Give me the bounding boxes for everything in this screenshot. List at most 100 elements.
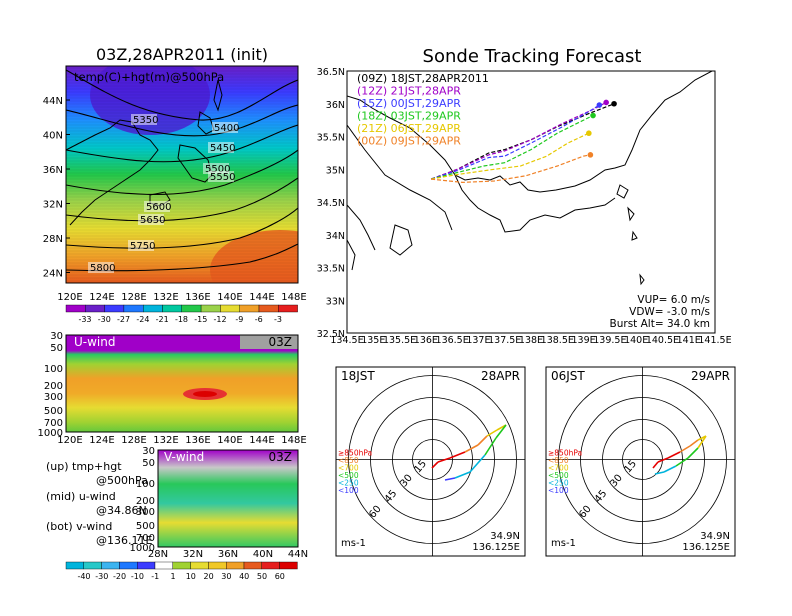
panel-note: (mid) u-wind — [46, 490, 116, 503]
hodograph-segment — [449, 451, 466, 459]
map-lat-label: 28N — [43, 234, 63, 245]
track-lat-label: 34N — [326, 231, 345, 242]
hodograph-segment — [437, 457, 451, 463]
panel-note: (bot) v-wind — [46, 520, 112, 533]
track-lines — [430, 99, 617, 184]
wind-colorbar-swatch — [190, 561, 209, 570]
hodograph-segment — [484, 437, 497, 456]
hodograph-segment — [431, 461, 439, 469]
polar-date: 29APR — [691, 369, 730, 383]
vwind-level-label: 30 — [142, 446, 155, 457]
uwind-time: 03Z — [269, 335, 293, 349]
map-lat-label: 36N — [43, 165, 63, 176]
polar-legend-entry: ≥850hPa — [548, 449, 582, 458]
map-lat-axis: 44N 40N 36N 32N 28N 24N — [43, 96, 70, 280]
vwind-lat-label: 40N — [253, 549, 273, 560]
contour-label: 5350 — [133, 115, 158, 126]
track-burst-point — [586, 130, 592, 137]
vwind-time: 03Z — [269, 450, 293, 464]
track-lon-label: 139E — [572, 335, 596, 346]
wind-colorbar-label: 20 — [204, 572, 214, 581]
wind-colorbar-label: -40 — [77, 572, 90, 581]
uwind-lon-axis: 120E 124E 128E 132E 136E 140E 144E 148E — [57, 435, 306, 446]
colorbar-swatch — [85, 304, 105, 313]
uwind-level-label: 700 — [44, 418, 63, 429]
wind-colorbar-label: 10 — [186, 572, 196, 581]
map-lon-label: 128E — [121, 292, 146, 303]
uwind-level-label: 500 — [44, 406, 63, 417]
track-series-line — [430, 101, 607, 180]
hodograph-segment — [454, 471, 471, 479]
wind-colorbar-swatch — [243, 561, 262, 570]
wind-colorbar-swatch — [261, 561, 280, 570]
colorbar-swatch — [123, 304, 144, 313]
track-series-line — [430, 104, 600, 180]
vwind-level-label: 300 — [136, 507, 155, 518]
uwind-section — [65, 334, 299, 433]
colorbar-swatch — [239, 304, 260, 313]
vwind-section — [157, 449, 299, 548]
track-lon-label: 134.5E — [330, 335, 363, 346]
colorbar-label: -27 — [117, 315, 130, 324]
contour-label-bg — [138, 214, 164, 225]
polar-panel: 06JST 29APR34.9N136.125Ems-115304560≥850h… — [545, 366, 736, 557]
track-legend-entry: (21Z) 06JST,29APR — [357, 122, 461, 135]
panel-note: @34.86N — [96, 504, 147, 517]
track-lat-label: 34.5N — [317, 198, 345, 209]
polar-date: 28APR — [481, 369, 520, 383]
track-legend-entry: (09Z) 18JST,28APR2011 — [357, 72, 489, 85]
uwind-level-label: 200 — [44, 381, 63, 392]
uwind-lon-label: 128E — [121, 435, 146, 446]
colorbar-label: -30 — [98, 315, 111, 324]
colorbar-label: -15 — [194, 315, 207, 324]
panel-notes: (up) tmp+hgt@500hPa (mid) u-wind@34.86N (b… — [46, 460, 152, 547]
track-burst-point — [587, 152, 594, 158]
colorbar-swatch — [278, 304, 298, 313]
colorbar-label: -12 — [214, 315, 227, 324]
contour-label-bg — [144, 201, 170, 212]
track-lon-label: 140E — [624, 335, 648, 346]
hodograph-segment — [689, 439, 699, 447]
track-lon-label: 141.5E — [698, 335, 731, 346]
hodograph-segment — [652, 461, 659, 469]
wind-colorbar-label: 30 — [221, 572, 231, 581]
hodograph-segment — [679, 445, 691, 453]
uwind-level-label: 50 — [50, 343, 63, 354]
map-lat-label: 32N — [43, 200, 63, 211]
track-burst-point — [596, 102, 603, 108]
map-label: temp(C)+hgt(m)@500hPa — [74, 70, 224, 84]
uwind-level-label: 100 — [44, 364, 63, 375]
wind-colorbar-swatch — [119, 561, 138, 570]
map-lon-label: 148E — [281, 292, 306, 303]
wind-colorbar-swatch — [136, 561, 156, 570]
vwind-lat-label: 36N — [218, 549, 238, 560]
polar-frame — [335, 366, 526, 557]
polar-legend-entry: <500 — [548, 471, 569, 480]
polar-legend-entry: <850 — [548, 456, 569, 465]
polar-lat: 34.9N — [490, 531, 520, 542]
contour-label-bg — [208, 142, 234, 153]
map-lon-label: 140E — [217, 292, 242, 303]
uwind-lon-label: 136E — [185, 435, 210, 446]
contour-label: 5600 — [146, 202, 171, 213]
track-lon-label: 137E — [466, 335, 490, 346]
contour-label-bg — [208, 171, 234, 182]
track-lat-label: 33N — [326, 296, 345, 307]
contour-label: 5400 — [214, 123, 239, 134]
uwind-lon-label: 120E — [57, 435, 82, 446]
track-lat-label: 36N — [326, 100, 345, 111]
uwind-level-label: 30 — [50, 331, 63, 342]
polar-frame — [545, 366, 736, 557]
contour-label: 5750 — [130, 241, 155, 252]
colorbar-swatch — [162, 304, 182, 313]
wind-colorbar-label: -30 — [95, 572, 108, 581]
wind-colorbar-swatch — [65, 561, 84, 570]
map-lon-label: 120E — [57, 292, 82, 303]
map-title: 03Z,28APR2011 (init) — [96, 45, 268, 64]
uwind-title: U-wind — [74, 335, 115, 349]
polar-lat: 34.9N — [700, 531, 730, 542]
vwind-level-label: 50 — [142, 458, 155, 469]
wind-colorbar-label: 1 — [170, 572, 175, 581]
vwind-lat-axis: 28N 32N 36N 40N 44N — [148, 549, 308, 560]
